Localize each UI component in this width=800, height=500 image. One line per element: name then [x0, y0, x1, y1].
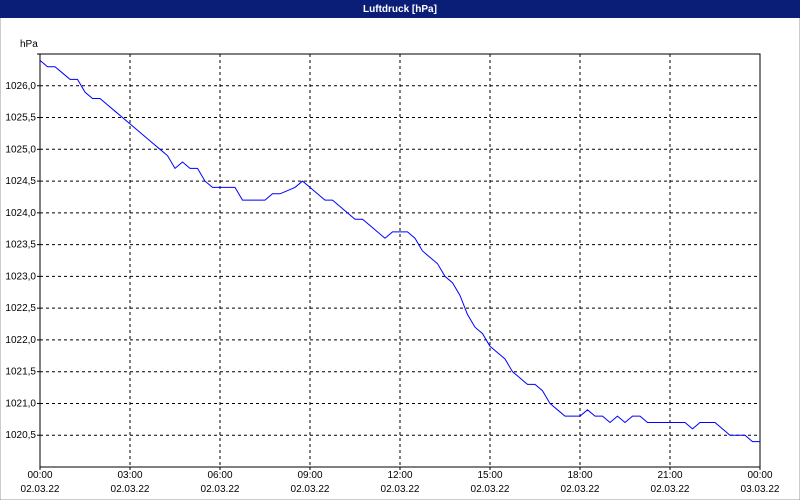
y-tick-label: 1023,5 [5, 240, 36, 251]
x-tick-label: 03:00 [117, 470, 142, 481]
x-tick-label: 15:00 [477, 470, 502, 481]
y-axis-label: hPa [20, 39, 38, 50]
x-tick-date: 02.03.22 [381, 484, 420, 495]
x-tick-label: 09:00 [297, 470, 322, 481]
x-tick-label: 18:00 [567, 470, 592, 481]
chart-title: Luftdruck [hPa] [363, 4, 437, 15]
y-tick-label: 1025,0 [5, 144, 36, 155]
x-tick-date: 02.03.22 [471, 484, 510, 495]
y-tick-label: 1024,5 [5, 176, 36, 187]
y-tick-label: 1023,0 [5, 271, 36, 282]
x-tick-date: 02.03.22 [21, 484, 60, 495]
data-line [39, 59, 760, 443]
y-tick-label: 1020,5 [5, 430, 36, 441]
x-tick-date: 02.03.22 [291, 484, 330, 495]
x-tick-label: 06:00 [207, 470, 232, 481]
x-tick-label: 00:00 [747, 470, 772, 481]
y-tick-label: 1024,0 [5, 208, 36, 219]
y-tick-label: 1026,0 [5, 81, 36, 92]
x-tick-date: 03.03.22 [741, 484, 780, 495]
y-tick-label: 1025,5 [5, 113, 36, 124]
plot-area [39, 53, 761, 468]
x-tick-date: 02.03.22 [651, 484, 690, 495]
y-tick-label: 1021,0 [5, 398, 36, 409]
x-tick-label: 00:00 [27, 470, 52, 481]
y-tick-label: 1022,0 [5, 335, 36, 346]
x-tick-label: 21:00 [657, 470, 682, 481]
x-tick-date: 02.03.22 [111, 484, 150, 495]
x-tick-date: 02.03.22 [201, 484, 240, 495]
x-tick-date: 02.03.22 [561, 484, 600, 495]
title-bar [0, 0, 800, 18]
y-tick-label: 1022,5 [5, 303, 36, 314]
x-tick-label: 12:00 [387, 470, 412, 481]
y-tick-label: 1021,5 [5, 367, 36, 378]
